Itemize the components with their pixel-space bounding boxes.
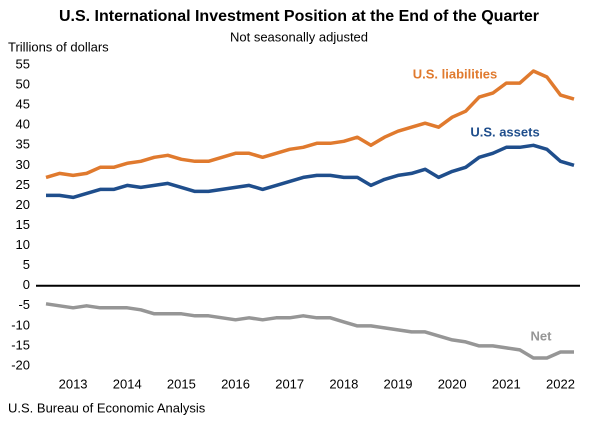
series-line: [46, 143, 575, 200]
chart-subtitle: Not seasonally adjusted: [230, 29, 368, 44]
y-tick-label: -15: [11, 337, 30, 352]
chart-title: U.S. International Investment Position a…: [59, 8, 539, 25]
y-axis-label: Trillions of dollars: [8, 39, 109, 54]
y-tick-label: 50: [16, 77, 30, 92]
y-tick-label: -20: [11, 357, 30, 372]
y-tick-label: 45: [16, 97, 30, 112]
x-tick-label: 2015: [167, 376, 196, 391]
series-line: [45, 302, 574, 360]
y-tick-label: -5: [18, 297, 30, 312]
x-tick-label: 2017: [275, 376, 304, 391]
series-label: Net: [531, 328, 553, 343]
x-tick-label: 2021: [492, 376, 521, 391]
x-tick-label: 2018: [329, 376, 358, 391]
x-tick-label: 2014: [113, 376, 142, 391]
y-tick-label: 55: [16, 56, 30, 71]
series-label: U.S. assets: [470, 124, 539, 139]
series-label: U.S. liabilities: [413, 66, 498, 81]
y-tick-label: 40: [16, 117, 30, 132]
y-tick-label: 35: [16, 137, 30, 152]
y-tick-label: 25: [16, 177, 30, 192]
y-tick-label: -10: [11, 317, 30, 332]
y-tick-label: 15: [16, 217, 30, 232]
y-tick-label: 0: [23, 277, 30, 292]
y-tick-label: 5: [23, 257, 30, 272]
x-tick-label: 2019: [384, 376, 413, 391]
series-line: [45, 69, 575, 180]
y-tick-label: 20: [16, 197, 30, 212]
x-tick-label: 2016: [221, 376, 250, 391]
x-tick-label: 2020: [438, 376, 467, 391]
y-tick-label: 10: [16, 237, 30, 252]
x-tick-label: 2022: [546, 376, 575, 391]
x-tick-label: 2013: [59, 376, 88, 391]
y-tick-label: 30: [16, 157, 30, 172]
source: U.S. Bureau of Economic Analysis: [8, 400, 206, 415]
